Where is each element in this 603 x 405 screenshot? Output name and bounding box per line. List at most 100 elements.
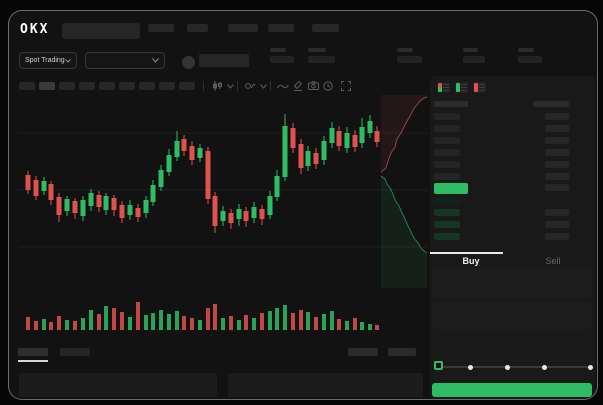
volume-bar bbox=[283, 305, 287, 330]
slider-step-dot[interactable] bbox=[505, 365, 510, 370]
depth-asks-area bbox=[381, 95, 427, 172]
candle bbox=[103, 193, 109, 215]
candle bbox=[41, 177, 47, 195]
ask-amount-cell bbox=[545, 149, 569, 156]
ask-price-cell bbox=[434, 125, 460, 132]
order-price-field[interactable] bbox=[432, 268, 592, 298]
buy-submit-button[interactable] bbox=[432, 383, 592, 397]
ask-price-cell bbox=[434, 113, 460, 120]
ticker-stat-label bbox=[397, 48, 413, 52]
volume-bar bbox=[151, 313, 155, 330]
bid-price-cell bbox=[434, 209, 460, 216]
draw-icon[interactable] bbox=[293, 81, 303, 91]
tab-buy[interactable]: Buy bbox=[462, 256, 480, 266]
app-window: OKX Spot Trading bbox=[8, 10, 598, 400]
timeframe-button-active[interactable] bbox=[39, 82, 55, 90]
slider-step-dot[interactable] bbox=[588, 365, 593, 370]
candle bbox=[352, 130, 358, 152]
amount-slider-handle[interactable] bbox=[434, 361, 443, 370]
bid-amount-cell bbox=[545, 221, 569, 228]
tab-sell[interactable]: Sell bbox=[545, 256, 561, 266]
overlay-icon[interactable] bbox=[245, 81, 256, 91]
nav-item[interactable] bbox=[268, 24, 294, 32]
candle bbox=[251, 202, 257, 223]
nav-item[interactable] bbox=[148, 24, 174, 32]
volume-bar bbox=[49, 322, 53, 330]
market-type-dropdown[interactable]: Spot Trading bbox=[19, 52, 77, 69]
order-amount-field[interactable] bbox=[432, 303, 592, 329]
camera-icon[interactable] bbox=[308, 81, 319, 90]
depth-asks-line bbox=[380, 96, 428, 173]
nav-item[interactable] bbox=[187, 24, 208, 32]
timeframe-button[interactable] bbox=[159, 82, 175, 90]
timeframe-button[interactable] bbox=[119, 82, 135, 90]
candle bbox=[374, 126, 380, 147]
volume-bar bbox=[337, 319, 341, 330]
timeframe-button[interactable] bbox=[59, 82, 75, 90]
timeframe-button[interactable] bbox=[19, 82, 35, 90]
ob-view-both-strip bbox=[438, 83, 442, 92]
chevron-down-icon[interactable] bbox=[260, 84, 267, 89]
candle bbox=[150, 180, 156, 206]
coin-avatar bbox=[182, 56, 195, 69]
candlestick-chart[interactable] bbox=[18, 92, 428, 335]
volume-bar bbox=[136, 302, 140, 330]
candle bbox=[329, 122, 335, 148]
search-input[interactable] bbox=[62, 23, 140, 39]
volume-bar bbox=[89, 310, 93, 330]
bottom-active-tab-indicator bbox=[18, 360, 48, 362]
ob-view-bids-icon[interactable] bbox=[455, 82, 468, 93]
candle bbox=[236, 204, 242, 226]
line-tool-icon[interactable] bbox=[277, 83, 289, 90]
slider-step-dot[interactable] bbox=[468, 365, 473, 370]
candle bbox=[274, 170, 280, 201]
candle bbox=[243, 207, 249, 227]
pair-selector-dropdown[interactable] bbox=[85, 52, 165, 69]
ob-view-both-icon[interactable] bbox=[437, 82, 450, 93]
candle bbox=[158, 165, 164, 191]
candle bbox=[72, 198, 78, 219]
fullscreen-icon[interactable] bbox=[341, 81, 351, 91]
candle bbox=[181, 135, 187, 156]
volume-bar bbox=[34, 321, 38, 330]
volume-bar bbox=[260, 313, 264, 330]
candle bbox=[166, 149, 172, 176]
timeframe-button[interactable] bbox=[99, 82, 115, 90]
ask-amount-cell bbox=[545, 173, 569, 180]
clock-icon[interactable] bbox=[323, 81, 333, 91]
bottom-toolbar-button[interactable] bbox=[348, 348, 378, 356]
timeframe-button[interactable] bbox=[179, 82, 195, 90]
chevron-down-icon[interactable] bbox=[227, 84, 234, 89]
timeframe-button[interactable] bbox=[139, 82, 155, 90]
candle bbox=[344, 127, 350, 153]
ob-view-asks-icon[interactable] bbox=[473, 82, 486, 93]
volume-bar bbox=[291, 313, 295, 330]
bottom-tab[interactable] bbox=[60, 348, 90, 356]
amount-slider-track[interactable] bbox=[435, 366, 589, 368]
candle bbox=[56, 193, 62, 222]
nav-item[interactable] bbox=[228, 24, 258, 32]
candle bbox=[267, 191, 273, 219]
bottom-toolbar-button[interactable] bbox=[388, 348, 416, 356]
ob-view-asks-strip bbox=[474, 83, 478, 92]
depth-bids-area bbox=[381, 176, 427, 288]
ticker-stat-value bbox=[518, 56, 542, 63]
toolbar-divider bbox=[203, 81, 204, 91]
candle bbox=[119, 201, 125, 223]
candle bbox=[321, 136, 327, 165]
ticker-stat-value bbox=[308, 56, 335, 63]
ask-amount-cell bbox=[545, 161, 569, 168]
volume-bar bbox=[26, 317, 30, 330]
volume-bar bbox=[128, 317, 132, 330]
volume-bar bbox=[275, 308, 279, 330]
volume-bar bbox=[268, 311, 272, 330]
candle bbox=[174, 131, 180, 161]
candle bbox=[80, 196, 86, 221]
timeframe-button[interactable] bbox=[79, 82, 95, 90]
nav-item[interactable] bbox=[312, 24, 339, 32]
bottom-tab-active[interactable] bbox=[18, 348, 48, 356]
slider-step-dot[interactable] bbox=[542, 365, 547, 370]
candle-style-icon[interactable] bbox=[212, 81, 223, 91]
last-price-bar[interactable] bbox=[434, 183, 468, 194]
